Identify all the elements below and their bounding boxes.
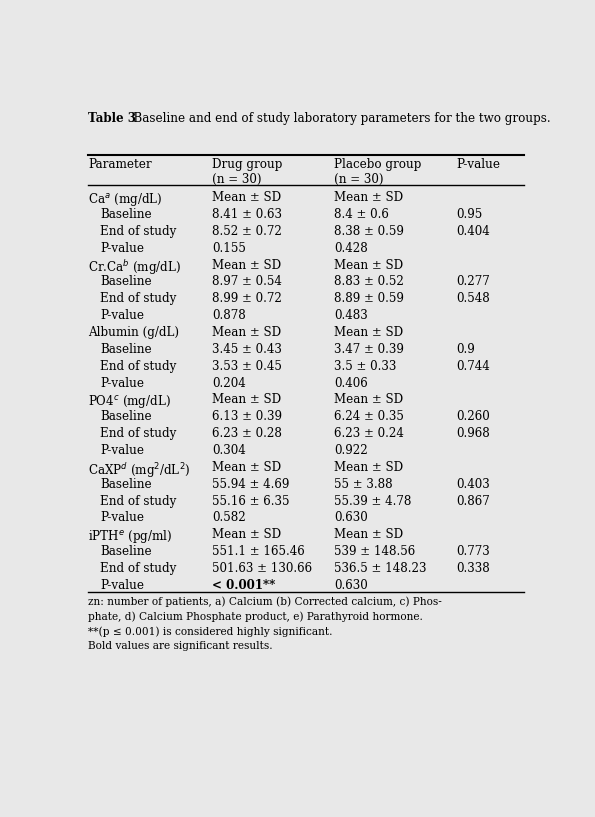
Text: 0.338: 0.338 [456, 562, 490, 575]
Text: Mean ± SD: Mean ± SD [334, 259, 403, 271]
Text: 55.94 ± 4.69: 55.94 ± 4.69 [212, 478, 290, 491]
Text: phate, d) Calcium Phosphate product, e) Parathyroid hormone.: phate, d) Calcium Phosphate product, e) … [88, 611, 423, 622]
Text: 8.41 ± 0.63: 8.41 ± 0.63 [212, 208, 283, 221]
Text: 8.89 ± 0.59: 8.89 ± 0.59 [334, 292, 404, 306]
Text: 0.277: 0.277 [456, 275, 490, 288]
Text: 0.406: 0.406 [334, 377, 368, 390]
Text: 3.53 ± 0.45: 3.53 ± 0.45 [212, 359, 282, 373]
Text: 8.83 ± 0.52: 8.83 ± 0.52 [334, 275, 404, 288]
Text: End of study: End of study [101, 359, 177, 373]
Text: Baseline: Baseline [101, 545, 152, 558]
Text: End of study: End of study [101, 427, 177, 440]
Text: Mean ± SD: Mean ± SD [334, 529, 403, 542]
Text: 8.52 ± 0.72: 8.52 ± 0.72 [212, 225, 282, 238]
Text: Ca$^a$ (mg/dL): Ca$^a$ (mg/dL) [88, 191, 162, 208]
Text: 551.1 ± 165.46: 551.1 ± 165.46 [212, 545, 305, 558]
Text: 0.260: 0.260 [456, 410, 490, 423]
Text: 0.404: 0.404 [456, 225, 490, 238]
Text: 0.878: 0.878 [212, 309, 246, 322]
Text: End of study: End of study [101, 562, 177, 575]
Text: zn: number of patients, a) Calcium (b) Corrected calcium, c) Phos-: zn: number of patients, a) Calcium (b) C… [88, 596, 442, 607]
Text: Mean ± SD: Mean ± SD [334, 191, 403, 204]
Text: P-value: P-value [101, 242, 145, 255]
Text: Table 3: Table 3 [88, 112, 136, 125]
Text: Mean ± SD: Mean ± SD [212, 461, 281, 474]
Text: 0.630: 0.630 [334, 579, 368, 592]
Text: 6.23 ± 0.28: 6.23 ± 0.28 [212, 427, 282, 440]
Text: 501.63 ± 130.66: 501.63 ± 130.66 [212, 562, 312, 575]
Text: CaXP$^d$ (mg$^2$/dL$^2$): CaXP$^d$ (mg$^2$/dL$^2$) [88, 461, 190, 480]
Text: 8.4 ± 0.6: 8.4 ± 0.6 [334, 208, 389, 221]
Text: End of study: End of study [101, 292, 177, 306]
Text: 3.5 ± 0.33: 3.5 ± 0.33 [334, 359, 397, 373]
Text: Mean ± SD: Mean ± SD [334, 461, 403, 474]
Text: 0.9: 0.9 [456, 343, 475, 356]
Text: **(p ≤ 0.001) is considered highly significant.: **(p ≤ 0.001) is considered highly signi… [88, 626, 333, 636]
Text: End of study: End of study [101, 494, 177, 507]
Text: 3.47 ± 0.39: 3.47 ± 0.39 [334, 343, 404, 356]
Text: Mean ± SD: Mean ± SD [212, 326, 281, 339]
Text: 0.403: 0.403 [456, 478, 490, 491]
Text: 0.922: 0.922 [334, 444, 368, 457]
Text: Mean ± SD: Mean ± SD [334, 326, 403, 339]
Text: Albumin (g/dL): Albumin (g/dL) [88, 326, 179, 339]
Text: P-value: P-value [456, 158, 500, 172]
Text: P-value: P-value [101, 309, 145, 322]
Text: Mean ± SD: Mean ± SD [212, 259, 281, 271]
Text: 3.45 ± 0.43: 3.45 ± 0.43 [212, 343, 282, 356]
Text: Mean ± SD: Mean ± SD [212, 191, 281, 204]
Text: 0.483: 0.483 [334, 309, 368, 322]
Text: Cr.Ca$^b$ (mg/dL): Cr.Ca$^b$ (mg/dL) [88, 259, 181, 278]
Text: Mean ± SD: Mean ± SD [334, 394, 403, 407]
Text: Baseline: Baseline [101, 275, 152, 288]
Text: P-value: P-value [101, 511, 145, 525]
Text: P-value: P-value [101, 444, 145, 457]
Text: 6.13 ± 0.39: 6.13 ± 0.39 [212, 410, 283, 423]
Text: Drug group
(n = 30): Drug group (n = 30) [212, 158, 283, 186]
Text: 55 ± 3.88: 55 ± 3.88 [334, 478, 393, 491]
Text: Baseline: Baseline [101, 410, 152, 423]
Text: Bold values are significant results.: Bold values are significant results. [88, 641, 273, 651]
Text: Parameter: Parameter [88, 158, 152, 172]
Text: 6.24 ± 0.35: 6.24 ± 0.35 [334, 410, 404, 423]
Text: Mean ± SD: Mean ± SD [212, 529, 281, 542]
Text: 0.630: 0.630 [334, 511, 368, 525]
Text: 0.95: 0.95 [456, 208, 483, 221]
Text: 0.582: 0.582 [212, 511, 246, 525]
Text: 8.38 ± 0.59: 8.38 ± 0.59 [334, 225, 404, 238]
Text: iPTH$^e$ (pg/ml): iPTH$^e$ (pg/ml) [88, 529, 173, 545]
Text: 55.39 ± 4.78: 55.39 ± 4.78 [334, 494, 412, 507]
Text: Baseline: Baseline [101, 478, 152, 491]
Text: 0.867: 0.867 [456, 494, 490, 507]
Text: Mean ± SD: Mean ± SD [212, 394, 281, 407]
Text: 539 ± 148.56: 539 ± 148.56 [334, 545, 416, 558]
Text: End of study: End of study [101, 225, 177, 238]
Text: P-value: P-value [101, 377, 145, 390]
Text: 8.99 ± 0.72: 8.99 ± 0.72 [212, 292, 282, 306]
Text: 0.304: 0.304 [212, 444, 246, 457]
Text: 0.968: 0.968 [456, 427, 490, 440]
Text: P-value: P-value [101, 579, 145, 592]
Text: 6.23 ± 0.24: 6.23 ± 0.24 [334, 427, 404, 440]
Text: 0.744: 0.744 [456, 359, 490, 373]
Text: Placebo group
(n = 30): Placebo group (n = 30) [334, 158, 422, 186]
Text: 0.548: 0.548 [456, 292, 490, 306]
Text: Baseline and end of study laboratory parameters for the two groups.: Baseline and end of study laboratory par… [127, 112, 551, 125]
Text: 8.97 ± 0.54: 8.97 ± 0.54 [212, 275, 282, 288]
Text: < 0.001**: < 0.001** [212, 579, 275, 592]
Text: 55.16 ± 6.35: 55.16 ± 6.35 [212, 494, 290, 507]
Text: Baseline: Baseline [101, 343, 152, 356]
Text: 0.773: 0.773 [456, 545, 490, 558]
Text: PO4$^c$ (mg/dL): PO4$^c$ (mg/dL) [88, 394, 171, 410]
Text: Baseline: Baseline [101, 208, 152, 221]
Text: 536.5 ± 148.23: 536.5 ± 148.23 [334, 562, 427, 575]
Text: 0.155: 0.155 [212, 242, 246, 255]
Text: 0.204: 0.204 [212, 377, 246, 390]
Text: 0.428: 0.428 [334, 242, 368, 255]
